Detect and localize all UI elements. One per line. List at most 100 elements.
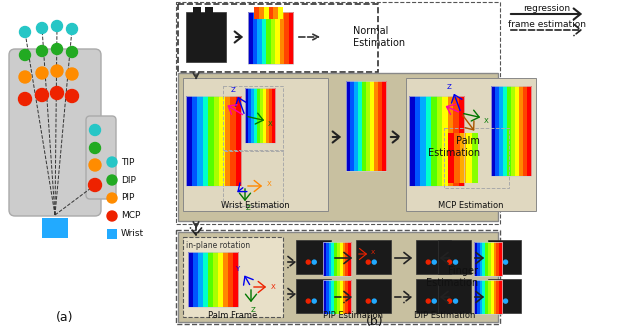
Bar (202, 96, 209, 186)
Bar (107, 229, 117, 239)
Circle shape (107, 193, 117, 203)
Circle shape (366, 260, 371, 264)
Bar (348, 280, 351, 314)
Bar (460, 133, 466, 183)
Bar (178, 73, 498, 221)
Text: Y: Y (235, 266, 239, 272)
Circle shape (66, 68, 78, 80)
Bar (266, 12, 271, 64)
Text: regression: regression (524, 4, 571, 13)
Bar (273, 7, 278, 19)
Bar (289, 12, 294, 64)
Bar (254, 7, 259, 19)
Bar (245, 88, 248, 143)
Bar (332, 242, 335, 276)
Bar (259, 7, 264, 19)
Circle shape (19, 50, 31, 61)
Bar (186, 96, 241, 186)
Bar (337, 242, 340, 276)
Text: Z: Z (251, 307, 255, 313)
Bar (477, 280, 480, 314)
Circle shape (447, 260, 452, 264)
Bar (257, 12, 262, 64)
Bar (409, 96, 464, 186)
Bar (334, 242, 337, 276)
Bar (409, 96, 415, 186)
Bar (491, 280, 494, 314)
Text: PIP Estimation: PIP Estimation (323, 311, 383, 320)
Circle shape (504, 299, 508, 303)
Bar (488, 279, 521, 313)
Bar (332, 280, 335, 314)
Text: MCP: MCP (121, 212, 140, 220)
Bar (493, 242, 497, 276)
Bar (466, 133, 472, 183)
Bar (523, 86, 527, 176)
Bar (491, 86, 531, 176)
Bar (337, 280, 340, 314)
Bar (527, 86, 531, 176)
Bar (264, 7, 269, 19)
Bar (370, 81, 374, 171)
Circle shape (312, 260, 316, 264)
Circle shape (19, 92, 31, 106)
Bar (483, 280, 486, 314)
Bar (342, 242, 346, 276)
Circle shape (312, 299, 316, 303)
Bar (346, 81, 351, 171)
Bar (340, 280, 343, 314)
Circle shape (372, 260, 376, 264)
Bar (348, 242, 351, 276)
Bar (248, 12, 293, 64)
Circle shape (447, 299, 452, 303)
Text: Palm
Estimation: Palm Estimation (428, 136, 480, 158)
Bar (248, 88, 252, 143)
Bar (328, 242, 332, 276)
Circle shape (454, 260, 458, 264)
Bar (511, 86, 515, 176)
Bar (448, 133, 454, 183)
Bar (193, 7, 201, 25)
Text: Z: Z (246, 205, 250, 211)
Text: DIP Estimation: DIP Estimation (414, 311, 476, 320)
Bar (284, 12, 289, 64)
Bar (458, 96, 465, 186)
Text: in-plane rotation: in-plane rotation (186, 242, 250, 251)
Bar (328, 280, 332, 314)
Bar (323, 280, 326, 314)
Bar (342, 280, 346, 314)
Bar (257, 88, 260, 143)
Bar (188, 252, 238, 307)
Circle shape (107, 175, 117, 185)
Bar (438, 279, 471, 313)
Bar (340, 242, 343, 276)
Bar (296, 279, 331, 313)
Bar (491, 86, 495, 176)
Bar (233, 252, 239, 307)
Circle shape (90, 143, 100, 154)
Bar (323, 242, 326, 276)
Text: (b): (b) (366, 315, 384, 328)
Circle shape (307, 260, 310, 264)
Circle shape (107, 157, 117, 167)
Bar (415, 96, 420, 186)
Bar (416, 240, 451, 274)
Text: frame estimation: frame estimation (508, 20, 586, 28)
Bar (254, 88, 257, 143)
Bar (477, 242, 480, 276)
Bar (495, 86, 499, 176)
Bar (219, 96, 225, 186)
Bar (479, 242, 483, 276)
Text: X: X (268, 121, 273, 127)
Bar (350, 81, 355, 171)
Bar (183, 237, 283, 317)
Bar (356, 279, 391, 313)
Bar (223, 150, 283, 206)
Bar (479, 280, 483, 314)
Bar (499, 280, 502, 314)
Circle shape (67, 24, 77, 34)
Bar (228, 252, 234, 307)
Circle shape (51, 86, 63, 100)
Bar (208, 252, 214, 307)
Circle shape (426, 299, 430, 303)
